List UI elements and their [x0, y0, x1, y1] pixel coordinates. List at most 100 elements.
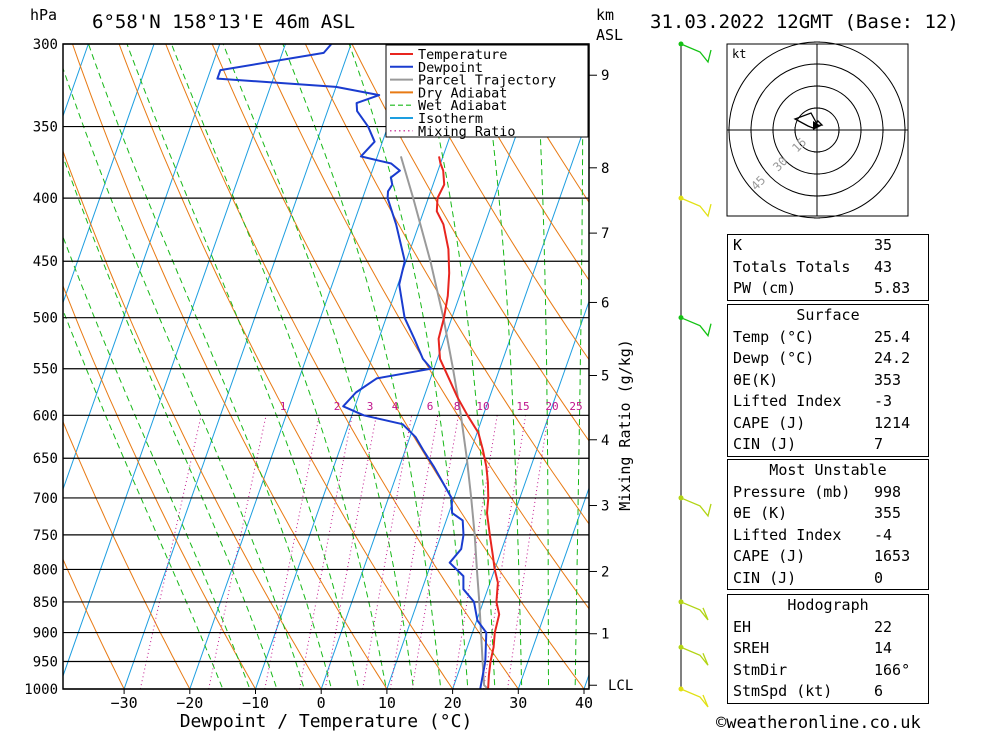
legend-label: Dry Adiabat [418, 85, 507, 101]
mu-row-lifted-index: Lifted Index -4 [733, 525, 893, 544]
mixing-ratio-line [299, 415, 353, 689]
height-tick-label: 8 [601, 161, 609, 177]
isotherm-line [517, 486, 589, 689]
pressure-tick-label: 900 [33, 626, 58, 642]
pressure-tick-label: 350 [33, 120, 58, 136]
height-tick-label: 2 [601, 564, 609, 580]
hodograph-table: Hodograph EH 22 SREH 14 StmDir 166° StmSpd … [727, 594, 929, 704]
x-tick-label: −10 [242, 694, 269, 712]
wind-barb [680, 317, 712, 338]
isotherm-line [452, 299, 589, 689]
mixing-ratio-label: 3 [367, 400, 374, 413]
mixing-ratio-line [208, 415, 267, 689]
dry-adiabat-line [63, 420, 191, 689]
wind-barb [680, 197, 712, 218]
most-unstable-title: Most Unstable [769, 461, 887, 479]
indices-table: K 35 Totals Totals 43 PW (cm) 5.83 [727, 234, 929, 301]
isotherm-line [63, 44, 155, 305]
dewpoint-line [216, 44, 488, 689]
x-tick-label: −30 [111, 694, 138, 712]
dry-adiabat-line [63, 558, 125, 689]
wind-barb [680, 497, 712, 518]
height-tick-label: 7 [601, 226, 609, 242]
height-tick-label: 3 [601, 499, 609, 515]
hodograph-storm-marker [813, 121, 821, 130]
x-tick-label: 10 [378, 694, 396, 712]
indices-row-k: K 35 [733, 236, 893, 254]
mixing-ratio-label: 6 [427, 400, 434, 413]
legend-box [385, 44, 589, 138]
surface-row-lifted-index: Lifted Index -3 [733, 392, 893, 410]
pressure-tick-label: 450 [33, 254, 58, 270]
legend-label: Temperature [418, 47, 507, 63]
indices-row-totals-totals: Totals Totals 43 [733, 257, 893, 276]
asl-unit-label: ASL [596, 26, 623, 44]
mu-row-pressure: Pressure (mb) 998 [733, 482, 902, 501]
dry-adiabat-line [444, 44, 589, 282]
mixing-ratio-line [324, 415, 377, 689]
location-title: 6°58'N 158°13'E 46m ASL [92, 11, 355, 33]
datetime-title: 31.03.2022 12GMT (Base: 12) [650, 11, 959, 33]
credit-text: ©weatheronline.co.uk [716, 713, 921, 733]
isotherm-line [189, 44, 418, 689]
most-unstable-table: Most Unstable Pressure (mb) 998 θE (K) 355… [727, 459, 929, 590]
height-tick-label: 5 [601, 368, 609, 384]
hpa-unit-label: hPa [30, 6, 57, 24]
pressure-tick-label: 500 [33, 311, 58, 327]
dry-adiabat-line [397, 44, 589, 361]
pressure-tick-label: 750 [33, 528, 58, 544]
hodograph-trace [793, 112, 824, 129]
mixing-ratio-line [411, 415, 459, 689]
sounding-profiles [216, 44, 501, 689]
indices-row-pw: PW (cm) 5.83 [733, 279, 911, 297]
wet-adiabat-line [222, 44, 415, 689]
isotherm-line [255, 44, 484, 689]
wind-barb [680, 43, 712, 64]
surface-row-cape: CAPE (J) 1214 [733, 413, 911, 432]
mixing-ratio-label: 2 [334, 400, 341, 413]
wind-barb [680, 688, 709, 708]
mixing-ratio-label: 1 [280, 400, 287, 413]
dry-adiabat-line [351, 44, 589, 442]
legend-label: Wet Adiabat [418, 98, 507, 114]
legend-label: Isotherm [418, 111, 483, 127]
legend-label: Mixing Ratio [418, 124, 516, 140]
height-tick-label: 6 [601, 295, 609, 311]
x-tick-label: −20 [176, 694, 203, 712]
temperature-line [435, 156, 501, 689]
pressure-tick-label: 550 [33, 362, 58, 378]
mixing-ratio-label: 10 [476, 400, 489, 413]
x-tick-label: 40 [575, 694, 593, 712]
legend-label: Parcel Trajectory [418, 73, 556, 89]
isotherm-line [63, 44, 286, 678]
mixing-ratio-label: 25 [569, 400, 582, 413]
axis-labels: 1 2 3 4 6 8 10 15 20 2530035040045050055060065070… [24, 37, 633, 712]
mixing-ratio-line [264, 415, 320, 689]
surface-table: Surface Temp (°C) 25.4 Dewp (°C) 24.2 θE(K… [727, 304, 929, 457]
mixing-ratio-line [362, 415, 413, 689]
wet-adiabat-line [416, 44, 496, 689]
dry-adiabat-line [71, 44, 388, 689]
wet-adiabat-line [282, 44, 442, 689]
height-tick-label: LCL [608, 678, 633, 694]
pressure-tick-label: 400 [33, 191, 58, 207]
wind-barb [680, 601, 709, 621]
mixing-ratio-line [139, 415, 202, 689]
hodograph-title: Hodograph [787, 596, 869, 614]
x-tick-label: 0 [317, 694, 326, 712]
mixing-ratio-label: 4 [392, 400, 399, 413]
mu-row-cape: CAPE (J) 1653 [733, 547, 911, 565]
km-unit-label: km [596, 6, 614, 24]
surface-title: Surface [796, 306, 860, 324]
height-tick-label: 9 [601, 68, 609, 84]
height-tick-label: 4 [601, 433, 609, 449]
isotherm-line [320, 44, 549, 689]
surface-row-theta-e: θE(K) 353 [733, 370, 902, 389]
x-tick-label: 30 [509, 694, 527, 712]
wet-adiabat-line [348, 44, 469, 689]
wet-adiabat-line [534, 44, 549, 689]
hodograph-unit-label: kt [732, 47, 746, 61]
pressure-tick-label: 950 [33, 655, 58, 671]
